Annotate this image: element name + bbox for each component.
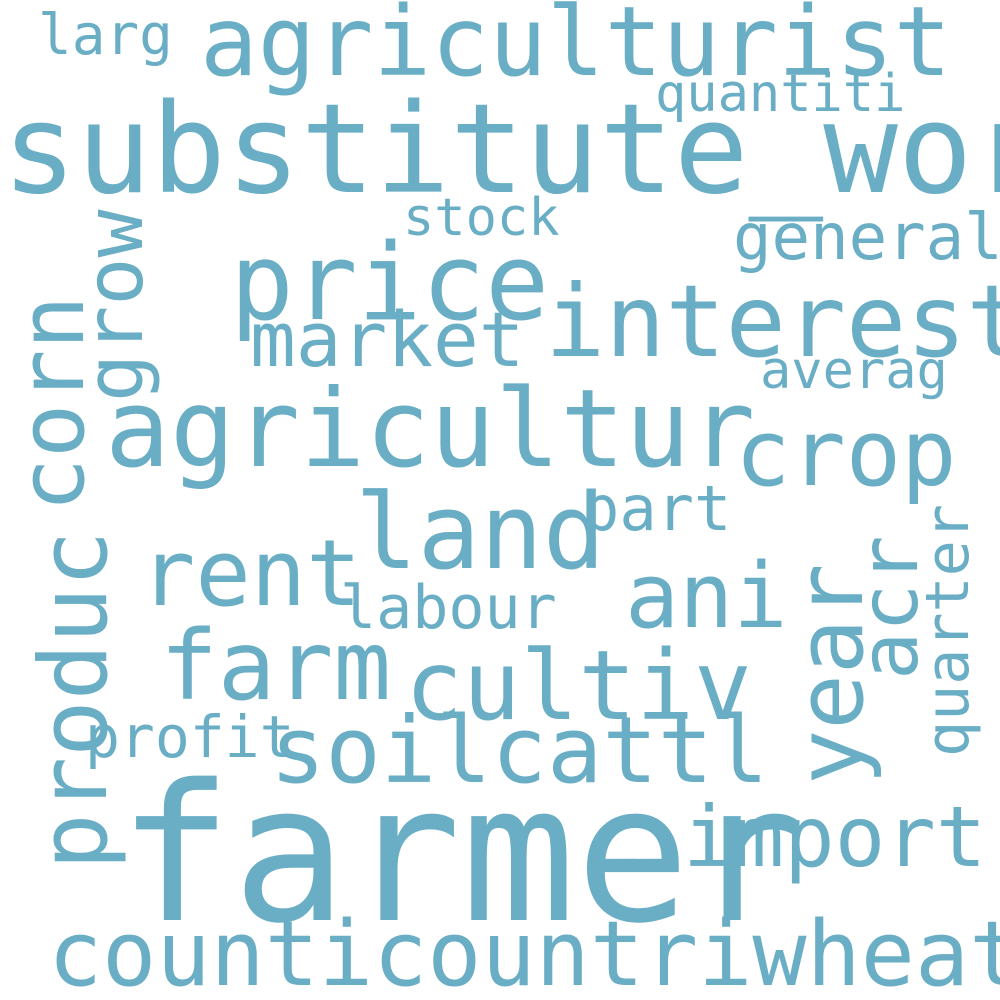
word-cultiv: cultiv bbox=[405, 630, 752, 742]
word-agriculturist: agriculturist bbox=[200, 0, 952, 98]
word-part: part bbox=[582, 472, 732, 545]
word-import: import bbox=[683, 788, 987, 886]
word-ani: ani bbox=[625, 544, 788, 649]
word-profit: profit bbox=[85, 703, 295, 771]
word-produc: produc bbox=[20, 530, 129, 870]
word-counticountriwheat: counticountriwheat bbox=[48, 902, 1000, 1000]
word-farm: farm bbox=[160, 610, 392, 722]
word-general: general bbox=[733, 201, 1000, 275]
word-substitute-word: substitute_word bbox=[2, 78, 1000, 222]
word-corn: corn bbox=[0, 295, 105, 512]
word-averag: averag bbox=[760, 341, 948, 401]
word-larg: larg bbox=[38, 3, 173, 68]
word-price: price bbox=[230, 221, 550, 344]
word-farmer: farmer bbox=[118, 744, 805, 965]
word-rent: rent bbox=[140, 520, 362, 627]
word-land: land bbox=[355, 471, 606, 593]
word-quarter: quarter bbox=[913, 504, 983, 757]
word-quantiti: quantiti bbox=[655, 64, 906, 124]
word-soilcattl: soilcattl bbox=[270, 697, 769, 804]
word-agricultur: agricultur bbox=[105, 367, 756, 492]
word-stock: stock bbox=[403, 188, 560, 248]
word-labour: labour bbox=[340, 573, 557, 643]
word-market: market bbox=[250, 295, 525, 384]
word-interest: interest bbox=[545, 263, 1000, 380]
word-crop: crop bbox=[735, 400, 957, 507]
